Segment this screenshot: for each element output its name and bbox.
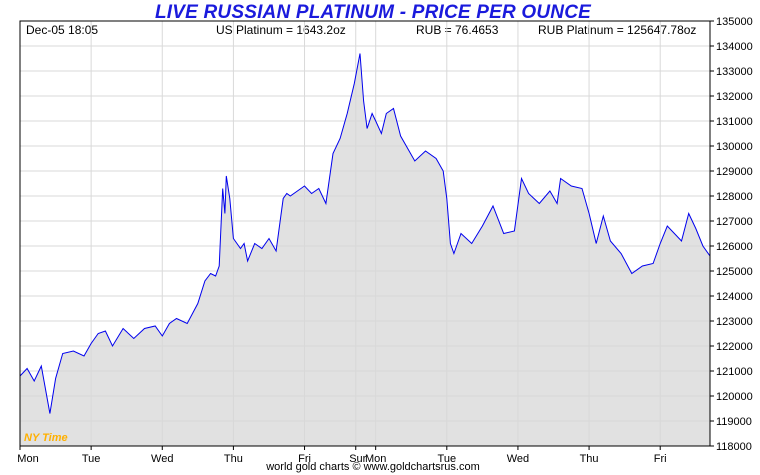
datetime-label: Dec-05 18:05 bbox=[26, 23, 99, 37]
x-tick-label: Tue bbox=[438, 453, 457, 465]
y-tick-label: 132000 bbox=[716, 91, 753, 103]
x-tick-label: Wed bbox=[151, 453, 173, 465]
plot-frame bbox=[19, 20, 711, 447]
y-tick-label: 124000 bbox=[716, 291, 753, 303]
rub-exchange-rate: RUB = 76.4653 bbox=[416, 23, 499, 37]
y-tick-label: 129000 bbox=[716, 166, 753, 178]
rub-platinum-price: RUB Platinum = 125647.78oz bbox=[538, 23, 697, 37]
y-axis-ticks: 118000 119000 120000 121000 122000 123000 1240… bbox=[710, 16, 753, 453]
footer-credit: world gold charts © www.goldchartsrus.co… bbox=[266, 461, 480, 473]
y-tick-label: 122000 bbox=[716, 341, 753, 353]
y-tick-label: 135000 bbox=[716, 16, 753, 28]
y-tick-label: 127000 bbox=[716, 216, 753, 228]
y-tick-label: 130000 bbox=[716, 141, 753, 153]
x-tick-label: Thu bbox=[224, 453, 243, 465]
y-tick-label: 133000 bbox=[716, 66, 753, 78]
x-tick-label: Sur bbox=[349, 453, 366, 465]
x-tick-label: Mon bbox=[17, 453, 38, 465]
us-platinum-price: US Platinum = 1643.2oz bbox=[216, 23, 346, 37]
y-tick-label: 119000 bbox=[716, 416, 752, 428]
y-tick-label: 123000 bbox=[716, 316, 753, 328]
price-area-fill bbox=[20, 53, 710, 446]
y-tick-label: 128000 bbox=[716, 191, 753, 203]
y-tick-label: 125000 bbox=[716, 266, 753, 278]
price-line bbox=[19, 53, 711, 414]
x-tick-label: Mon bbox=[365, 453, 386, 465]
x-tick-label: Fri bbox=[298, 453, 311, 465]
x-tick-label: Fri bbox=[654, 453, 667, 465]
x-tick-label: Thu bbox=[580, 453, 599, 465]
y-tick-label: 134000 bbox=[716, 41, 753, 53]
x-tick-label: Tue bbox=[82, 453, 101, 465]
x-tick-label: Wed bbox=[507, 453, 529, 465]
y-tick-label: 121000 bbox=[716, 366, 753, 378]
y-tick-label: 118000 bbox=[716, 441, 752, 453]
timezone-label: NY Time bbox=[24, 432, 68, 444]
y-tick-label: 126000 bbox=[716, 241, 753, 253]
y-tick-label: 131000 bbox=[716, 116, 753, 128]
chart-title: LIVE RUSSIAN PLATINUM - PRICE PER OUNCE bbox=[154, 2, 592, 23]
y-tick-label: 120000 bbox=[716, 391, 753, 403]
